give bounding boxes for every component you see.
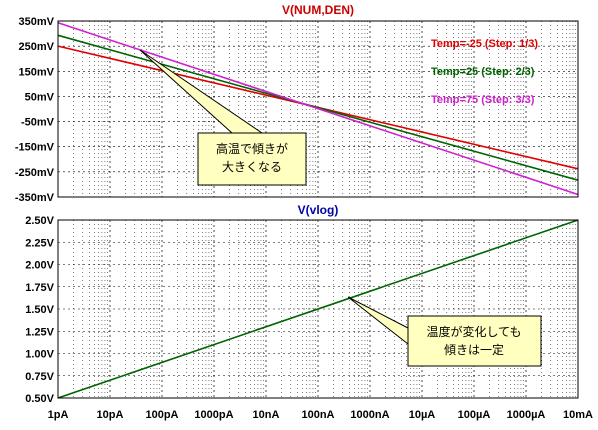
- y-tick-label: -150mV: [15, 142, 55, 154]
- x-tick-label: 1000µA: [507, 409, 546, 421]
- series-line-top-3: [57, 22, 579, 196]
- y-tick-label: 2.50V: [25, 215, 54, 227]
- y-tick-labels: 350mV 250mV 150mV 50mV -50mV -150mV -250mV -350…: [15, 16, 55, 405]
- x-tick-label: 10mA: [563, 409, 593, 421]
- bottom-plot-title: V(vlog): [298, 203, 339, 217]
- x-tick-label: 100µA: [458, 409, 491, 421]
- y-tick-label: 1.25V: [25, 326, 54, 338]
- y-tick-label: -350mV: [15, 192, 55, 204]
- legend-entry-step2: Temp=25 (Step: 2/3): [431, 66, 535, 78]
- grid-lines: [58, 21, 578, 398]
- callout-bottom-line1: 温度が変化しても: [426, 324, 521, 339]
- y-tick-label: 50mV: [25, 91, 55, 103]
- series-line-top-2: [57, 34, 579, 181]
- y-tick-label: 150mV: [19, 66, 55, 78]
- top-plot-title: V(NUM,DEN): [282, 3, 354, 17]
- x-tick-label: 1000nA: [350, 409, 389, 421]
- y-tick-label: -250mV: [15, 167, 55, 179]
- top-plot-frame: [57, 20, 579, 198]
- y-tick-label: 350mV: [19, 16, 55, 28]
- x-tick-labels: 1pA 10pA 100pA 1000pA 10nA 100nA 1000nA 10µA 100…: [48, 409, 593, 421]
- series-line-bottom-1: [57, 219, 579, 399]
- y-tick-label: 1.75V: [25, 282, 54, 294]
- callout-bottom-line2: 傾きは一定: [444, 342, 504, 357]
- y-tick-label: 0.75V: [25, 371, 54, 383]
- y-tick-label: 2.25V: [25, 237, 54, 249]
- bottom-plot-frame: [57, 219, 579, 399]
- y-tick-label: -50mV: [21, 117, 55, 129]
- x-tick-label: 100nA: [301, 409, 334, 421]
- legend-entry-step3: Temp=75 (Step: 3/3): [431, 94, 535, 106]
- x-tick-label: 10µA: [409, 409, 436, 421]
- y-tick-label: 1.50V: [25, 304, 54, 316]
- callout-top-line1: 高温で傾きが: [216, 141, 288, 156]
- callout-bottom: 温度が変化しても 傾きは一定: [347, 296, 542, 367]
- callout-bottom-shape: [347, 296, 542, 367]
- legend-entry-step1: Temp=-25 (Step: 1/3): [431, 38, 538, 50]
- callout-top-shape: [139, 49, 307, 186]
- y-tick-label: 1.00V: [25, 349, 54, 361]
- x-tick-label: 10nA: [253, 409, 280, 421]
- series-group: [57, 22, 579, 399]
- x-tick-label: 1000pA: [194, 409, 233, 421]
- x-tick-label: 100pA: [145, 409, 178, 421]
- x-tick-label: 10pA: [97, 409, 124, 421]
- y-tick-label: 2.00V: [25, 260, 54, 272]
- plot-frames: [57, 20, 579, 399]
- x-tick-label: 1pA: [48, 409, 69, 421]
- callout-top: 高温で傾きが 大きくなる: [139, 49, 307, 186]
- y-tick-label: 250mV: [19, 41, 55, 53]
- y-tick-label: 0.50V: [25, 393, 54, 405]
- callout-top-line2: 大きくなる: [222, 160, 282, 174]
